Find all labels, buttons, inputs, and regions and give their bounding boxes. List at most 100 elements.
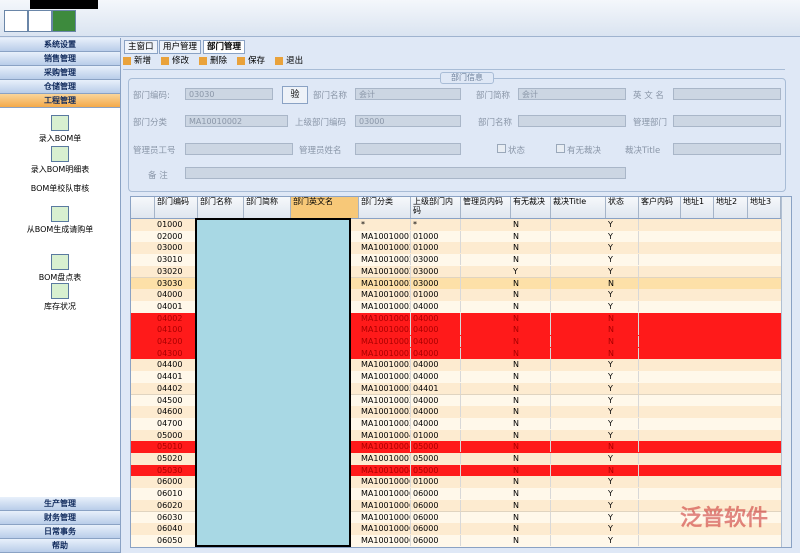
grid-cell: N — [511, 417, 551, 429]
grid-cell: N — [511, 359, 551, 371]
menu-item[interactable]: BOM单校队审核 — [0, 183, 120, 194]
column-header[interactable]: 部门英文名 — [291, 197, 359, 218]
menu-item[interactable]: 库存状况 — [0, 283, 120, 312]
grid-cell: MA10010002 — [361, 254, 411, 266]
column-header[interactable]: 地址3 — [748, 197, 781, 218]
column-header[interactable]: 有无裁决 — [511, 197, 551, 218]
menu-item[interactable]: BOM盘点表 — [0, 254, 120, 283]
menu-header[interactable]: 系统设置 — [0, 38, 120, 52]
column-header[interactable]: 地址2 — [714, 197, 748, 218]
column-header[interactable]: 部门名称 — [198, 197, 244, 218]
input[interactable]: 会计 — [355, 88, 461, 100]
toolbar-button[interactable]: 新增 — [123, 54, 152, 68]
label: 裁决Title — [625, 146, 661, 156]
input[interactable] — [185, 143, 293, 155]
scrollbar[interactable] — [781, 197, 791, 547]
menu-header[interactable]: 销售管理 — [0, 52, 120, 66]
grid-cell: N — [511, 312, 551, 324]
input[interactable] — [518, 115, 626, 127]
input[interactable] — [673, 143, 781, 155]
grid-cell: 04402 — [155, 382, 198, 394]
menu-header[interactable]: 采购管理 — [0, 66, 120, 80]
grid-cell: N — [511, 464, 551, 476]
column-header[interactable]: 裁决Title — [551, 197, 606, 218]
menu-header[interactable]: 日常事务 — [0, 525, 120, 539]
grid-cell: 03010 — [155, 254, 198, 266]
menu-item-label: BOM单校队审核 — [30, 184, 90, 193]
grid-cell: MA10010003 — [361, 336, 411, 347]
toolbar-icon[interactable] — [4, 10, 28, 32]
tab[interactable]: 用户管理 — [159, 40, 202, 54]
input[interactable] — [355, 143, 461, 155]
grid-cell: N — [511, 336, 551, 347]
column-header[interactable]: 部门编码 — [155, 197, 198, 218]
label: 部门名称 — [313, 91, 348, 101]
checkbox[interactable] — [497, 144, 506, 153]
grid-cell: N — [511, 289, 551, 301]
input[interactable] — [185, 167, 626, 179]
grid-cell: 04200 — [155, 336, 198, 347]
toolbar-button[interactable]: 保存 — [237, 54, 266, 68]
tab[interactable]: 主窗口 — [124, 40, 158, 54]
menu-item[interactable]: 录入BOM单 — [0, 115, 120, 144]
toolbar-button[interactable]: 退出 — [275, 54, 304, 68]
toolbar-icon[interactable] — [52, 10, 76, 32]
verify-button[interactable]: 验 — [282, 86, 308, 104]
grid-cell: MA10010003 — [361, 406, 411, 418]
menu-item[interactable]: 从BOM生成请购单 — [0, 206, 120, 235]
grid-cell: MA10010003 — [361, 289, 411, 301]
menu-header[interactable]: 仓储管理 — [0, 80, 120, 94]
menu-header[interactable]: 生产管理 — [0, 497, 120, 511]
grid-cell: 01000 — [411, 289, 461, 301]
grid-cell: N — [606, 464, 639, 476]
toolbar-icon[interactable] — [28, 10, 52, 32]
menu-header[interactable]: 财务管理 — [0, 511, 120, 525]
grid-cell: N — [511, 429, 551, 441]
grid-cell: 06010 — [155, 488, 198, 500]
grid-cell: MA10010003 — [361, 359, 411, 371]
grid-cell: 01000 — [411, 242, 461, 254]
grid-cell: N — [511, 476, 551, 488]
grid-cell: N — [511, 371, 551, 383]
grid-cell: N — [511, 534, 551, 546]
grid-cell: 06030 — [155, 511, 198, 523]
toolbar-button[interactable]: 修改 — [161, 54, 190, 68]
grid-cell: Y — [511, 265, 551, 277]
grid-cell: N — [511, 300, 551, 312]
column-header[interactable]: 上级部门内码 — [411, 197, 461, 218]
grid-cell: 06020 — [155, 499, 198, 511]
grid-cell: 04000 — [411, 371, 461, 383]
input[interactable] — [673, 88, 781, 100]
column-header[interactable]: 管理员内码 — [461, 197, 511, 218]
input[interactable]: 03000 — [355, 115, 461, 127]
column-header[interactable]: 地址1 — [681, 197, 714, 218]
column-header[interactable]: 客户内码 — [639, 197, 681, 218]
input[interactable] — [673, 115, 781, 127]
grid-cell: Y — [606, 242, 639, 254]
checkbox[interactable] — [556, 144, 565, 153]
grid-cell: N — [511, 347, 551, 359]
tab[interactable]: 部门管理 — [203, 40, 246, 54]
menu-icon — [51, 206, 69, 222]
input[interactable]: 会计 — [518, 88, 626, 100]
column-header[interactable]: 状态 — [606, 197, 639, 218]
label: 有无裁决 — [567, 146, 602, 156]
grid-cell: 04600 — [155, 406, 198, 418]
column-header[interactable]: 部门分类 — [359, 197, 411, 218]
grid-cell: 03000 — [411, 277, 461, 289]
grid-cell: Y — [606, 219, 639, 230]
grid-cell: N — [606, 347, 639, 359]
menu-header[interactable]: 工程管理 — [0, 94, 120, 108]
menu-item[interactable]: 录入BOM明细表 — [0, 146, 120, 175]
column-header[interactable]: 部门简称 — [244, 197, 291, 218]
label: 管理员工号 — [133, 146, 176, 156]
menu-header[interactable]: 帮助 — [0, 539, 120, 553]
grid-cell: Y — [606, 382, 639, 394]
grid-cell: N — [511, 488, 551, 500]
grid-cell: * — [359, 219, 411, 230]
grid-cell: N — [511, 523, 551, 535]
grid-cell: MA10010003 — [361, 347, 411, 359]
input[interactable]: 03030 — [185, 88, 273, 100]
select[interactable]: MA10010002 — [185, 115, 288, 127]
toolbar-button[interactable]: 删除 — [199, 54, 228, 68]
